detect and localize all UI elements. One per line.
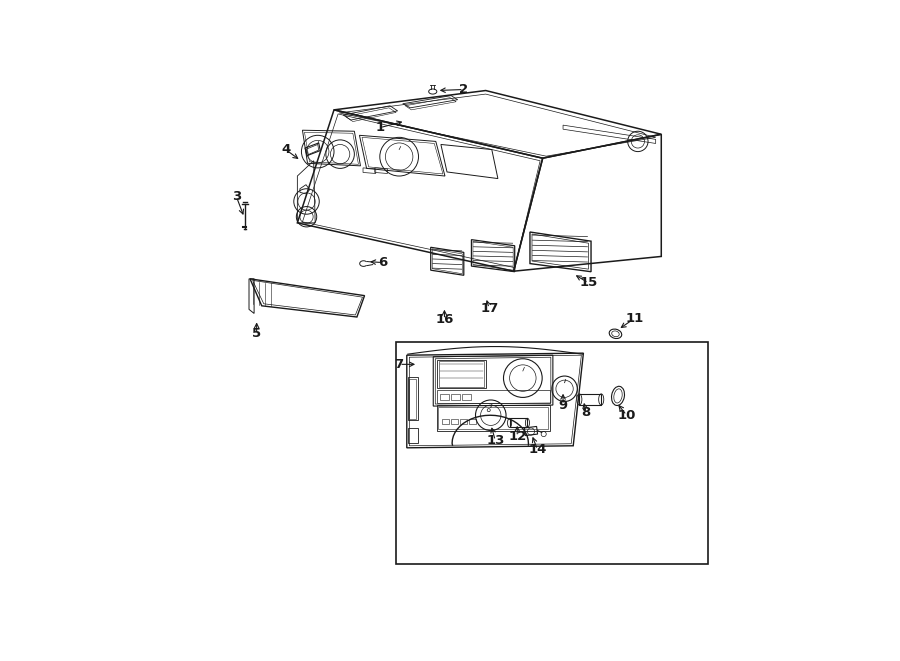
- Bar: [463, 394, 471, 401]
- Text: 1: 1: [375, 121, 384, 134]
- Text: 15: 15: [580, 276, 598, 290]
- Text: 17: 17: [480, 302, 499, 315]
- Bar: [440, 394, 448, 401]
- Text: 11: 11: [626, 312, 644, 325]
- Text: 2: 2: [459, 83, 468, 96]
- Bar: [396, 342, 708, 564]
- Text: 7: 7: [394, 358, 404, 371]
- Text: 10: 10: [617, 408, 636, 422]
- Text: 4: 4: [281, 143, 291, 156]
- Bar: [470, 419, 476, 424]
- Text: 12: 12: [508, 430, 526, 443]
- Text: 13: 13: [486, 434, 505, 447]
- Text: 9: 9: [559, 399, 568, 412]
- Bar: [460, 419, 467, 424]
- Text: 8: 8: [581, 407, 590, 419]
- Bar: [451, 394, 460, 401]
- Text: 6: 6: [378, 256, 387, 269]
- Text: 5: 5: [252, 327, 261, 340]
- Bar: [442, 419, 448, 424]
- Text: 14: 14: [528, 444, 547, 456]
- Text: 16: 16: [436, 313, 454, 326]
- Bar: [451, 419, 458, 424]
- Text: 3: 3: [231, 190, 241, 203]
